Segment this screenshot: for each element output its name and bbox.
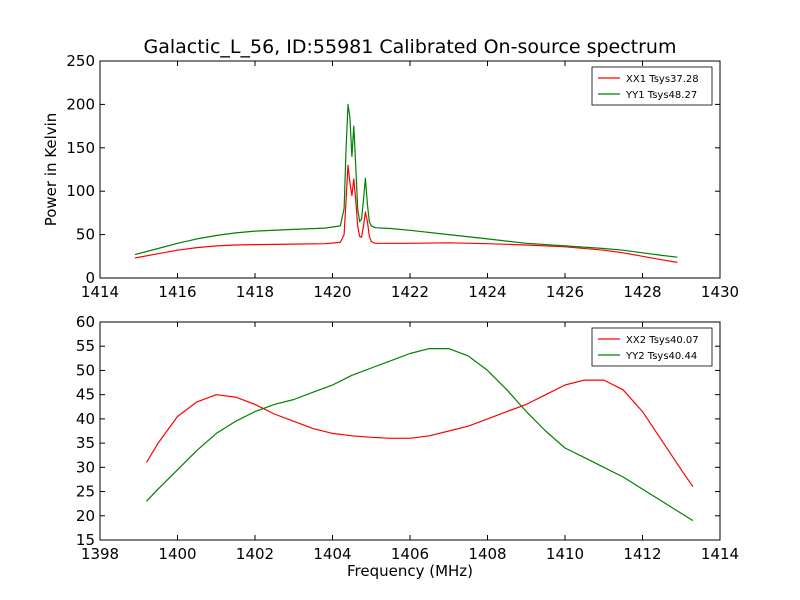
x-tick-label: 1416 — [158, 283, 196, 301]
y-tick-label: 35 — [76, 434, 95, 452]
legend-box — [591, 327, 713, 367]
x-tick-label: 1414 — [81, 283, 119, 301]
x-tick-label: 1424 — [468, 283, 506, 301]
x-tick-label: 1414 — [701, 545, 739, 563]
legend-box — [591, 66, 713, 106]
y-tick-label: 30 — [76, 458, 95, 476]
legend-label: YY1 Tsys48.27 — [625, 90, 697, 101]
y-tick-label: 50 — [76, 226, 95, 244]
y-tick-label: 150 — [66, 139, 95, 157]
y-tick-label: 20 — [76, 507, 95, 525]
y-tick-label: 25 — [76, 483, 95, 501]
y-tick-label: 50 — [76, 361, 95, 379]
series-line-2 — [146, 348, 694, 522]
x-tick-label: 1428 — [623, 283, 661, 301]
bottom-panel: 1398 1400 1402 1404 1406 1408 1410 1412 1414 15 20… — [76, 313, 739, 580]
y-tick-label: 0 — [85, 269, 95, 287]
x-tick-label: 1404 — [313, 545, 351, 563]
legend-label: XX2 Tsys40.07 — [626, 335, 699, 346]
y-tick-label: 55 — [76, 337, 95, 355]
x-tick-label: 1402 — [236, 545, 274, 563]
series-line-2 — [134, 103, 678, 258]
series-line-1 — [145, 379, 694, 488]
y-tick-label: 200 — [66, 95, 95, 113]
y-tick-label: 15 — [76, 531, 95, 549]
x-tick-label: 1406 — [391, 545, 429, 563]
x-axis-label: Frequency (MHz) — [347, 562, 473, 580]
y-tick-label: 40 — [76, 410, 95, 428]
x-tick-label: 1410 — [546, 545, 584, 563]
x-tick-label: 1422 — [391, 283, 429, 301]
legend-label: XX1 Tsys37.28 — [626, 74, 699, 85]
x-tick-label: 1400 — [158, 545, 196, 563]
x-tick-label: 1408 — [468, 545, 506, 563]
x-tick-label: 1412 — [623, 545, 661, 563]
x-tick-label: 1430 — [701, 283, 739, 301]
y-tick-label: 45 — [76, 386, 95, 404]
x-tick-label: 1420 — [313, 283, 351, 301]
legend-label: YY2 Tsys40.44 — [625, 351, 697, 362]
chart-title: Galactic_L_56, ID:55981 Calibrated On-so… — [144, 36, 677, 58]
series-line-1 — [134, 164, 678, 263]
top-panel: 1414 1416 1418 1420 1422 1424 1426 1428 1430 0 50 1… — [42, 52, 739, 301]
y-tick-label: 60 — [76, 313, 95, 331]
x-tick-label: 1398 — [81, 545, 119, 563]
x-tick-label: 1418 — [236, 283, 274, 301]
y-tick-label: 100 — [66, 182, 95, 200]
y-tick-label: 250 — [66, 52, 95, 70]
x-tick-label: 1426 — [546, 283, 584, 301]
y-axis-label: Power in Kelvin — [42, 113, 60, 227]
